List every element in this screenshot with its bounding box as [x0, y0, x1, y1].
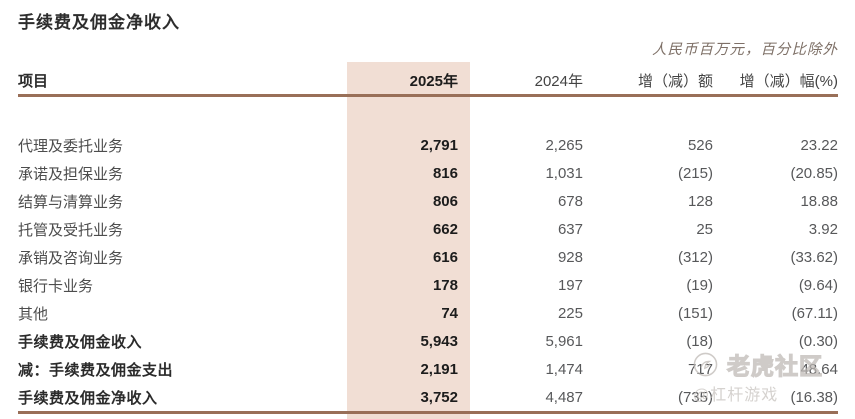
change-amount: (735)	[677, 388, 713, 406]
value-2024: 197	[557, 276, 583, 294]
value-2024: 928	[557, 248, 583, 266]
value-2025: 806	[432, 192, 458, 210]
table-row-total-income: 手续费及佣金收入 5,943 5,961 (18) (0.30)	[18, 327, 838, 355]
change-amount: 717	[687, 360, 713, 378]
page-title: 手续费及佣金净收入	[18, 13, 180, 33]
value-2024: 1,474	[545, 360, 583, 378]
column-header-rate: 增（减）幅(%)	[739, 72, 838, 90]
table-row-net-income: 手续费及佣金净收入 3,752 4,487 (735) (16.38)	[18, 383, 838, 411]
value-2025: 2,191	[420, 360, 458, 378]
table-row: 托管及受托业务 662 637 25 3.92	[18, 215, 838, 243]
value-2024: 637	[557, 220, 583, 238]
change-amount: 526	[687, 136, 713, 154]
change-rate: (0.30)	[798, 332, 838, 350]
row-label: 代理及委托业务	[18, 137, 124, 155]
value-2025: 74	[441, 304, 458, 322]
value-2025: 616	[432, 248, 458, 266]
row-label: 结算与清算业务	[18, 193, 124, 211]
row-label: 承诺及担保业务	[18, 165, 124, 183]
change-rate: 48.64	[800, 360, 838, 378]
value-2025: 662	[432, 220, 458, 238]
table-row: 承销及咨询业务 616 928 (312) (33.62)	[18, 243, 838, 271]
change-rate: 18.88	[800, 192, 838, 210]
row-label: 托管及受托业务	[18, 221, 124, 239]
row-label: 银行卡业务	[18, 277, 94, 295]
value-2025: 178	[432, 276, 458, 294]
fee-commission-table: 项目 2025年 2024年 增（减）额 增（减）幅(%) 代理及委托业务 2,…	[18, 66, 838, 414]
change-amount: 25	[696, 220, 713, 238]
column-header-2025: 2025年	[409, 72, 458, 90]
value-2024: 5,961	[545, 332, 583, 350]
row-label: 手续费及佣金收入	[18, 332, 143, 351]
value-2025: 2,791	[420, 136, 458, 154]
change-rate: 3.92	[808, 220, 838, 238]
value-2025: 3,752	[420, 388, 458, 406]
value-2024: 225	[557, 304, 583, 322]
column-header-2024: 2024年	[534, 72, 583, 90]
row-label: 手续费及佣金净收入	[18, 388, 158, 407]
change-amount: (312)	[677, 248, 713, 266]
table-row: 银行卡业务 178 197 (19) (9.64)	[18, 271, 838, 299]
value-2024: 2,265	[545, 136, 583, 154]
change-rate: (67.11)	[791, 304, 838, 322]
value-2024: 1,031	[545, 164, 583, 182]
unit-note: 人民币百万元，百分比除外	[652, 42, 838, 58]
change-amount: 128	[687, 192, 713, 210]
highlight-column-2025	[347, 62, 470, 419]
table-row: 承诺及担保业务 816 1,031 (215) (20.85)	[18, 159, 838, 187]
change-rate: 23.22	[800, 136, 838, 154]
table-body: 代理及委托业务 2,791 2,265 526 23.22 承诺及担保业务 81…	[18, 103, 838, 414]
value-2025: 816	[432, 164, 458, 182]
column-header-item: 项目	[18, 71, 49, 90]
table-row-expense: 减：手续费及佣金支出 2,191 1,474 717 48.64	[18, 355, 838, 383]
table-header-row: 项目 2025年 2024年 增（减）额 增（减）幅(%)	[18, 66, 838, 97]
row-label: 减：手续费及佣金支出	[18, 360, 174, 379]
change-rate: (33.62)	[790, 248, 838, 266]
table-row: 其他 74 225 (151) (67.11)	[18, 299, 838, 327]
change-amount: (18)	[686, 332, 713, 350]
row-label: 承销及咨询业务	[18, 249, 124, 267]
column-header-change: 增（减）额	[637, 72, 713, 90]
change-amount: (19)	[686, 276, 713, 294]
change-rate: (9.64)	[798, 276, 838, 294]
row-label: 其他	[18, 305, 49, 323]
value-2025: 5,943	[420, 332, 458, 350]
change-amount: (151)	[677, 304, 713, 322]
value-2024: 678	[557, 192, 583, 210]
table-row: 结算与清算业务 806 678 128 18.88	[18, 187, 838, 215]
change-rate: (20.85)	[790, 164, 838, 182]
value-2024: 4,487	[545, 388, 583, 406]
table-row: 代理及委托业务 2,791 2,265 526 23.22	[18, 131, 838, 159]
change-rate: (16.38)	[790, 388, 838, 406]
change-amount: (215)	[677, 164, 713, 182]
row-spacer	[18, 103, 838, 131]
